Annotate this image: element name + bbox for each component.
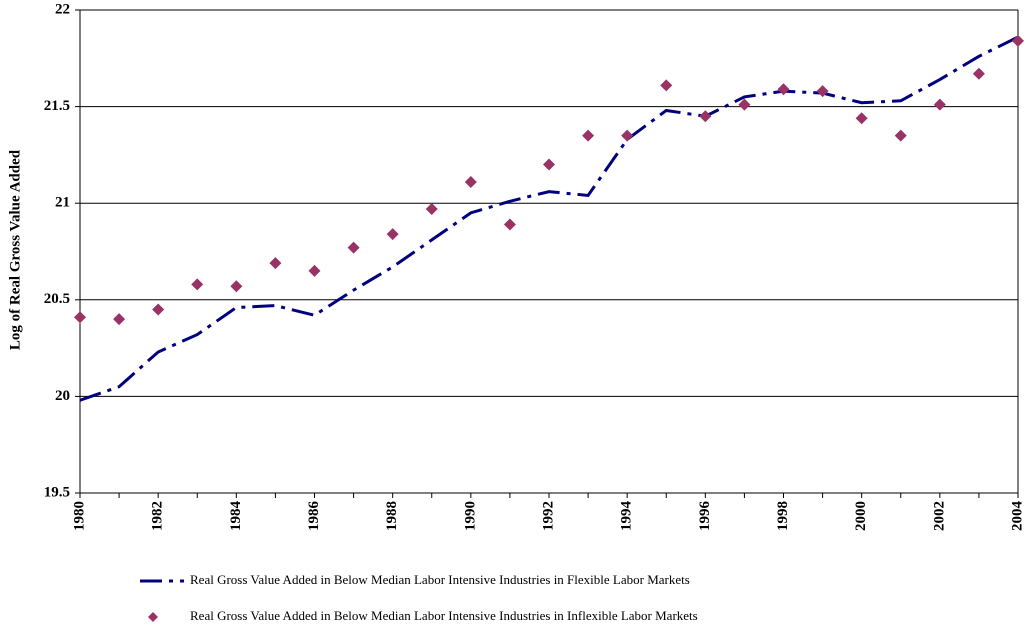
data-point: [230, 280, 243, 293]
x-tick-label: 1982: [150, 501, 166, 531]
x-tick-label: 2004: [1009, 501, 1025, 532]
x-tick-label: 1988: [384, 501, 400, 531]
data-point: [894, 129, 907, 142]
x-tick-label: 1996: [697, 501, 713, 532]
data-point: [503, 218, 516, 231]
y-tick-label: 20.5: [44, 291, 70, 307]
data-point: [464, 175, 477, 188]
data-point: [972, 67, 985, 80]
data-point: [347, 241, 360, 254]
data-point: [269, 257, 282, 270]
x-tick-label: 1994: [619, 501, 635, 532]
data-point: [582, 129, 595, 142]
data-point: [386, 228, 399, 241]
y-tick-label: 21.5: [44, 98, 70, 114]
x-tick-label: 1992: [540, 501, 556, 531]
legend-swatch: [148, 612, 158, 622]
data-point: [74, 311, 86, 324]
data-point: [933, 98, 946, 111]
x-tick-label: 2000: [853, 501, 869, 531]
legend-label: Real Gross Value Added in Below Median L…: [190, 572, 690, 587]
y-axis-label: Log of Real Gross Value Added: [7, 149, 23, 350]
data-point: [855, 112, 868, 125]
x-tick-label: 1984: [228, 501, 244, 532]
data-point: [777, 83, 790, 96]
data-point: [308, 264, 321, 277]
x-tick-label: 1998: [775, 501, 791, 531]
legend-label: Real Gross Value Added in Below Median L…: [190, 608, 698, 623]
x-tick-label: 1986: [306, 501, 322, 532]
x-tick-label: 1980: [71, 501, 87, 531]
y-tick-label: 21: [55, 195, 70, 211]
data-point: [699, 110, 712, 123]
data-point: [738, 98, 751, 111]
y-tick-label: 22: [55, 1, 70, 17]
data-point: [191, 278, 204, 291]
data-point: [543, 158, 555, 171]
y-tick-label: 19.5: [44, 484, 70, 500]
data-point: [816, 85, 829, 98]
y-tick-label: 20: [55, 388, 70, 404]
x-tick-label: 2002: [931, 501, 947, 531]
data-point: [152, 303, 165, 316]
data-point: [621, 129, 634, 142]
data-point: [1012, 34, 1024, 47]
x-tick-label: 1990: [462, 501, 478, 531]
data-line: [79, 35, 1019, 402]
data-point: [660, 79, 673, 92]
data-point: [113, 313, 126, 326]
data-point: [425, 202, 438, 215]
